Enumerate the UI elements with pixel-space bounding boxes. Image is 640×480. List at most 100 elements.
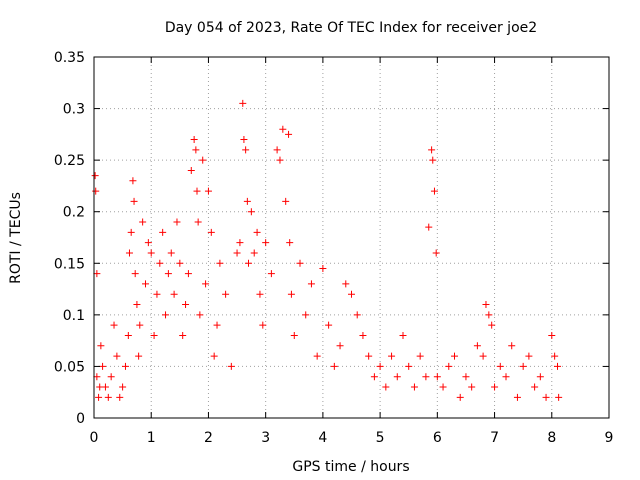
data-point (376, 362, 384, 370)
y-tick-label: 0.35 (54, 50, 85, 66)
data-point (213, 321, 221, 329)
data-point (502, 373, 510, 381)
data-point (153, 290, 161, 298)
data-point (432, 249, 440, 257)
data-point (519, 362, 527, 370)
data-point (286, 239, 294, 247)
data-point (159, 228, 167, 236)
x-tick-label: 3 (261, 430, 270, 446)
data-point (353, 311, 361, 319)
data-point (451, 352, 458, 360)
data-point (233, 249, 241, 257)
data-point (243, 197, 251, 205)
data-point (365, 352, 373, 360)
x-tick-label: 6 (433, 430, 442, 446)
data-point (190, 136, 198, 144)
x-tick-labels: 0 1 2 3 4 5 6 7 8 9 (90, 430, 614, 446)
data-point (93, 270, 101, 278)
data-point (184, 270, 192, 278)
data-point (262, 239, 270, 247)
data-point (388, 352, 396, 360)
data-point (482, 301, 490, 309)
data-point (202, 280, 210, 288)
data-point (473, 342, 481, 350)
data-point (399, 331, 407, 339)
data-point (110, 321, 118, 329)
data-point (150, 331, 158, 339)
x-tick-label: 7 (490, 430, 499, 446)
data-point (97, 342, 105, 350)
data-point (456, 393, 464, 401)
data-point (207, 228, 215, 236)
data-point (279, 125, 287, 133)
x-tick-label: 2 (204, 430, 213, 446)
data-point (136, 321, 144, 329)
data-point (127, 228, 135, 236)
x-tick-label: 8 (547, 430, 556, 446)
data-point (330, 362, 338, 370)
data-point (193, 187, 201, 195)
data-point (531, 383, 539, 391)
data-point (124, 331, 132, 339)
data-point (192, 146, 200, 154)
data-point (116, 393, 124, 401)
data-point (204, 187, 212, 195)
data-point (199, 156, 207, 164)
data-point (491, 383, 499, 391)
data-point (107, 373, 115, 381)
data-point (302, 311, 310, 319)
data-point (296, 259, 304, 267)
data-point (430, 187, 438, 195)
y-tick-label: 0.1 (63, 308, 85, 324)
data-point (370, 373, 378, 381)
data-point (162, 311, 170, 319)
data-point (93, 373, 101, 381)
data-point (287, 290, 295, 298)
data-point (428, 146, 436, 154)
data-point (410, 383, 418, 391)
data-point (555, 393, 563, 401)
plot-frame (93, 56, 610, 419)
y-tick-label: 0.25 (54, 153, 85, 169)
data-point (91, 172, 99, 180)
data-point (245, 259, 252, 267)
data-point (416, 352, 424, 360)
data-point (554, 362, 561, 370)
data-point (239, 99, 247, 107)
data-point (164, 270, 172, 278)
data-point (147, 249, 155, 257)
data-point (462, 373, 470, 381)
data-point (273, 146, 281, 154)
data-point (216, 259, 224, 267)
data-point (144, 239, 152, 247)
y-tick-labels: 0 0.05 0.1 0.15 0.2 0.25 0.3 0.35 (54, 50, 85, 427)
data-point (179, 331, 187, 339)
data-point (121, 362, 129, 370)
x-axis-label: GPS time / hours (292, 459, 409, 475)
data-point (119, 383, 127, 391)
x-tick-label: 0 (90, 430, 99, 446)
data-point (236, 239, 244, 247)
data-point (247, 208, 255, 216)
y-tick-label: 0.15 (54, 256, 85, 272)
data-point (382, 383, 390, 391)
data-point (176, 259, 184, 267)
data-point (425, 223, 433, 231)
data-point (336, 342, 344, 350)
data-point (173, 218, 181, 226)
data-point (167, 249, 175, 257)
data-point (210, 352, 218, 360)
data-point (405, 362, 413, 370)
data-point (485, 311, 493, 319)
data-point (250, 249, 258, 257)
x-tick-label: 9 (605, 430, 614, 446)
data-point (496, 362, 504, 370)
data-point (267, 270, 275, 278)
y-tick-label: 0.2 (63, 205, 85, 221)
data-point (133, 301, 141, 309)
axis-ticks (93, 56, 610, 419)
data-point (468, 383, 476, 391)
data-point (113, 352, 121, 360)
y-tick-label: 0.3 (63, 102, 85, 118)
data-point (253, 228, 261, 236)
